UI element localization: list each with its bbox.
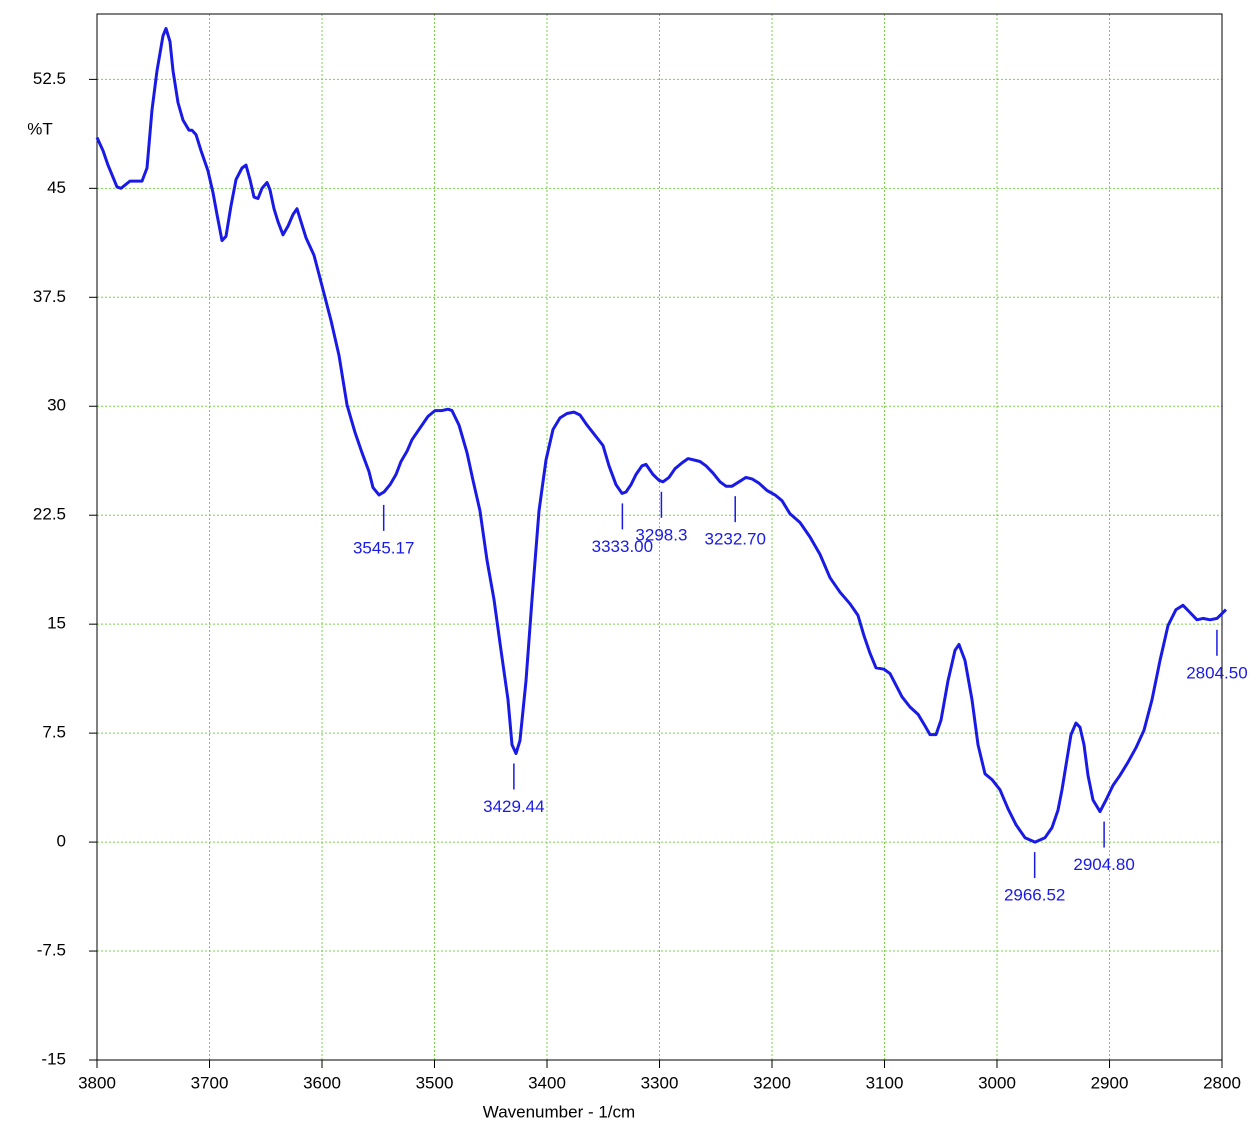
x-tick-label: 3200: [753, 1073, 791, 1092]
y-tick-label: 45: [47, 178, 66, 197]
x-axis-label: Wavenumber - 1/cm: [483, 1102, 635, 1121]
x-tick-label: 2800: [1203, 1073, 1241, 1092]
x-tick-label: 3600: [303, 1073, 341, 1092]
peak-label: 2966.52: [1004, 886, 1065, 905]
peak-label: 2904.80: [1073, 855, 1134, 874]
peak-label: 3232.70: [704, 530, 765, 549]
x-tick-label: 3400: [528, 1073, 566, 1092]
y-tick-label: 52.5: [33, 69, 66, 88]
peak-label: 3545.17: [353, 538, 414, 557]
y-tick-label: -7.5: [37, 941, 66, 960]
x-tick-label: 2900: [1091, 1073, 1129, 1092]
y-tick-label: 22.5: [33, 505, 66, 524]
peak-label: 3429.44: [483, 797, 544, 816]
y-tick-label: 30: [47, 396, 66, 415]
x-tick-label: 3800: [78, 1073, 116, 1092]
x-tick-label: 3500: [416, 1073, 454, 1092]
peak-label: 2804.50: [1186, 663, 1247, 682]
y-axis-label: %T: [27, 119, 53, 138]
y-tick-label: 0: [57, 832, 66, 851]
y-tick-label: 7.5: [42, 723, 66, 742]
x-tick-label: 3300: [641, 1073, 679, 1092]
x-tick-label: 3700: [191, 1073, 229, 1092]
y-tick-label: -15: [41, 1049, 66, 1068]
x-tick-label: 3100: [866, 1073, 904, 1092]
peak-label: 3333.00: [592, 537, 653, 556]
plot-frame: [96, 13, 1223, 1061]
peak-label: 3298.3: [635, 525, 687, 544]
x-tick-label: 3000: [978, 1073, 1016, 1092]
y-tick-label: 15: [47, 614, 66, 633]
y-tick-label: 37.5: [33, 287, 66, 306]
spectrum-line: [95, 27, 1228, 844]
